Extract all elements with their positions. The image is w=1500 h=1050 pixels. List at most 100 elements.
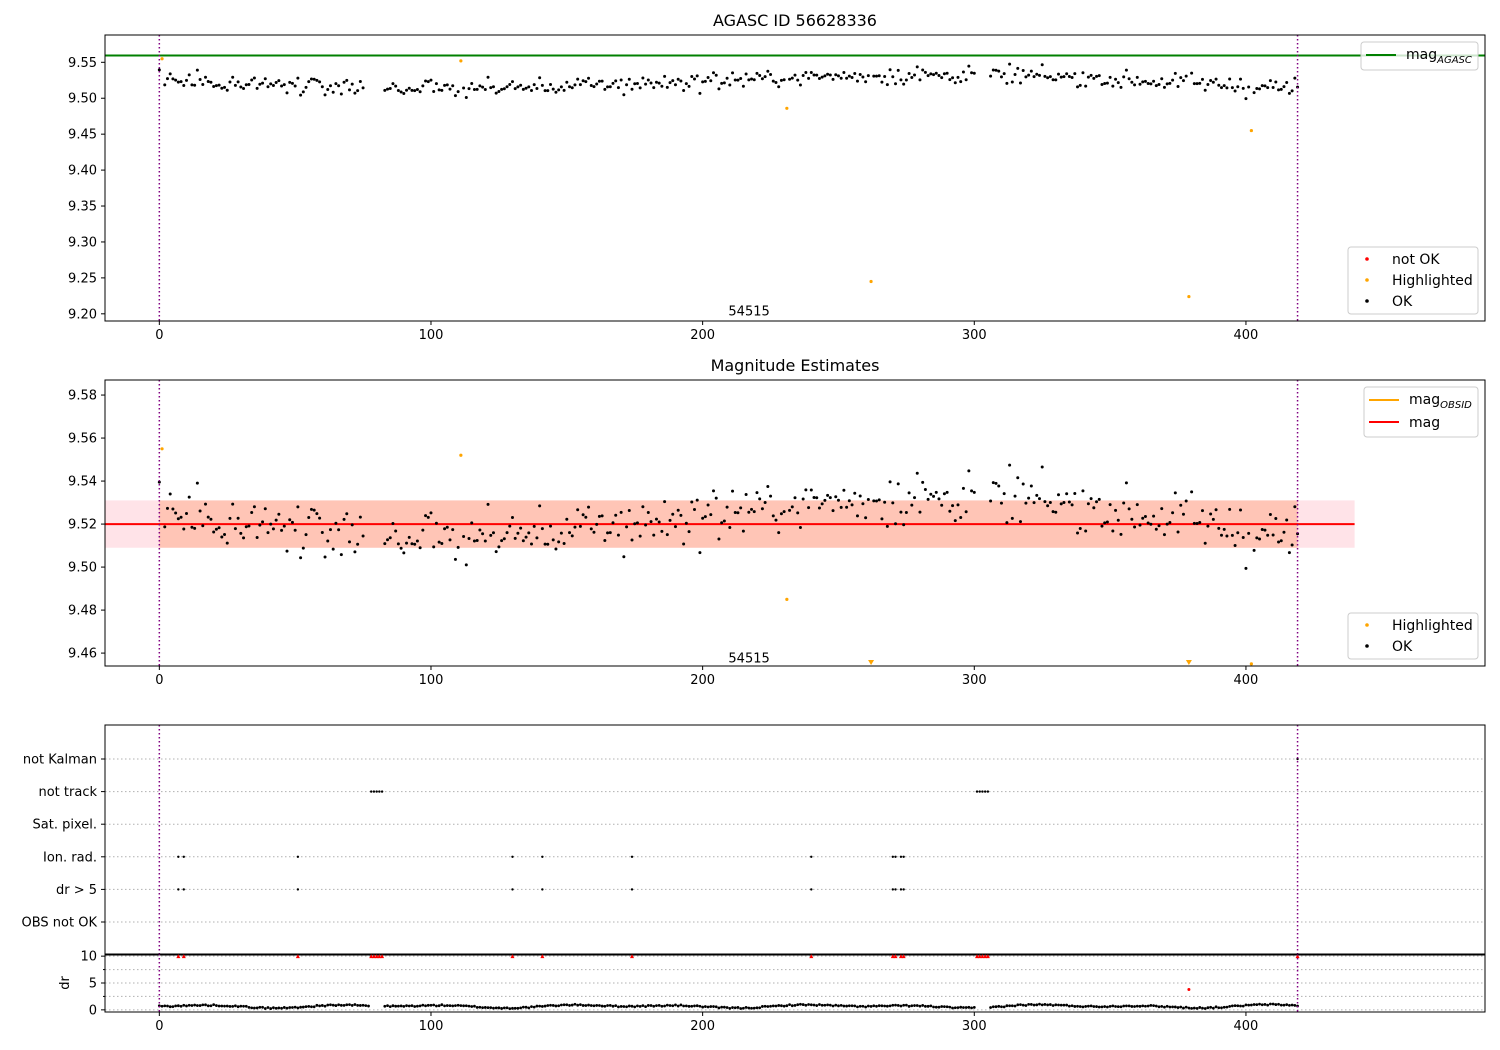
highlighted-point: [1187, 294, 1191, 299]
agasc-y-tick-label-9.55: 9.55: [68, 56, 97, 71]
dr-point: [1076, 1004, 1079, 1008]
ok-point: [1268, 79, 1272, 83]
ok-point: [407, 535, 411, 539]
ok-point: [1266, 86, 1270, 90]
ok-point: [1241, 536, 1245, 540]
dr-point: [239, 1004, 243, 1008]
dr-point: [1209, 1005, 1213, 1009]
ok-point: [853, 491, 857, 495]
ok-point: [1184, 74, 1188, 78]
dr-clipped-marker: [898, 954, 903, 959]
dr-point: [687, 1004, 691, 1008]
ok-point: [760, 77, 764, 81]
ok-point: [271, 83, 275, 87]
dr-point: [894, 1003, 897, 1007]
dr-point: [693, 1004, 696, 1008]
ok-point: [649, 520, 653, 524]
ok-point: [997, 484, 1001, 488]
dr-point: [288, 1006, 292, 1009]
dr-point: [521, 1005, 525, 1009]
ok-point: [434, 82, 438, 86]
ok-point: [532, 83, 536, 87]
ok-point: [638, 534, 642, 538]
ok-point: [1138, 523, 1142, 527]
ok-point: [997, 69, 1001, 73]
dr-point: [337, 1003, 341, 1007]
ok-point: [421, 84, 425, 88]
dr-point: [932, 1005, 935, 1009]
dr-point: [649, 1004, 653, 1007]
ok-point: [597, 514, 601, 518]
ok-point: [1018, 81, 1022, 85]
ok-point: [494, 91, 498, 95]
dr-point: [774, 1004, 778, 1008]
ok-point: [483, 539, 487, 543]
ok-point: [1255, 536, 1259, 540]
ok-point: [932, 494, 936, 498]
dr-point: [1057, 1003, 1060, 1007]
dr-point: [1163, 1005, 1166, 1009]
ok-point: [1195, 522, 1199, 526]
ok-point: [836, 498, 840, 502]
ok-point: [592, 85, 596, 89]
ok-point: [233, 527, 237, 531]
ok-point: [445, 83, 449, 87]
dr-point: [524, 1005, 528, 1009]
dr-point: [918, 1004, 922, 1008]
dr-point: [299, 1005, 302, 1009]
ok-point: [926, 497, 930, 501]
ok-point: [386, 87, 390, 91]
dr-point: [174, 1004, 178, 1008]
ok-point: [328, 84, 332, 88]
dr-point: [964, 1006, 968, 1009]
dr-point: [1184, 1005, 1188, 1009]
ok-point: [809, 488, 813, 492]
ok-point: [1241, 86, 1245, 90]
dr-x-tick-label-300: 300: [962, 1019, 987, 1034]
flags-category-label-4: dr > 5: [56, 883, 97, 898]
ok-point: [182, 84, 186, 88]
dr-point: [511, 1006, 514, 1010]
ok-point: [820, 502, 824, 506]
ok-point: [502, 87, 506, 91]
ok-point: [733, 78, 737, 82]
dr-point: [440, 1003, 444, 1007]
dr-point: [600, 1004, 604, 1008]
ok-point: [777, 85, 781, 89]
dr-point: [812, 1003, 816, 1007]
ok-point: [1040, 63, 1044, 67]
ok-point: [1043, 74, 1047, 78]
flag-point: [375, 790, 378, 793]
dr-point: [1043, 1003, 1047, 1006]
dr-point: [834, 1003, 838, 1007]
flag-point: [978, 790, 981, 793]
ok-point: [1192, 521, 1196, 525]
agasc-y-tick-label-9.2: 9.20: [68, 307, 97, 322]
ok-point: [432, 89, 436, 93]
dr-point: [595, 1004, 599, 1007]
ok-point: [478, 84, 482, 88]
ok-point: [1171, 78, 1175, 82]
ok-point: [676, 77, 680, 81]
ok-point: [1263, 528, 1267, 532]
ok-point: [777, 531, 781, 535]
ok-point: [741, 84, 745, 88]
dr-point: [1198, 1006, 1202, 1009]
ok-point: [1089, 497, 1093, 501]
dr-point: [1157, 1005, 1161, 1009]
ok-point: [945, 490, 949, 494]
ok-point: [1057, 72, 1061, 76]
ok-point: [413, 89, 417, 93]
dr-point: [549, 1003, 552, 1007]
ok-point: [695, 498, 699, 502]
agasc-x-tick-label-200: 200: [690, 328, 715, 343]
dr-point: [1146, 1004, 1150, 1008]
ok-point: [1181, 512, 1185, 516]
dr-point: [937, 1005, 941, 1009]
dr-point: [1106, 1005, 1109, 1009]
ok-point: [1037, 73, 1041, 77]
dr-point: [478, 1005, 482, 1009]
ok-point: [698, 91, 702, 95]
dr-point: [695, 1004, 699, 1008]
ok-point: [551, 87, 555, 91]
